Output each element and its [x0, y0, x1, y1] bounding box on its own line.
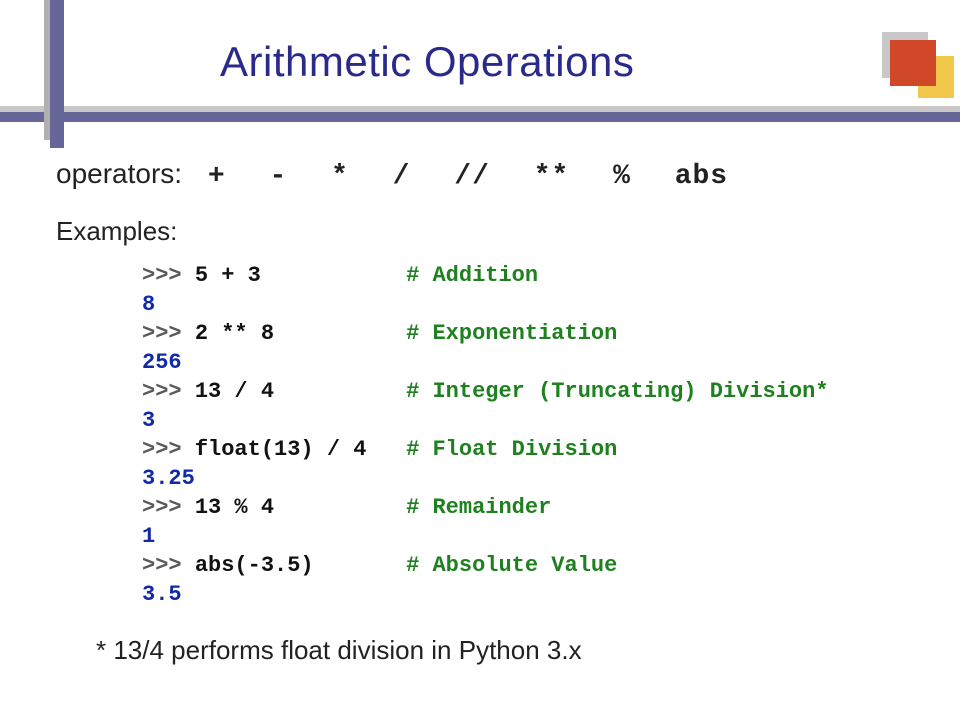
prompt: >>> [142, 437, 195, 462]
result: 3 [142, 408, 155, 433]
examples-label: Examples: [56, 216, 940, 247]
slide-title: Arithmetic Operations [220, 38, 634, 86]
code-line: 1 [142, 522, 940, 551]
expression: 13 / 4 [195, 379, 274, 404]
comment: # Remainder [406, 495, 551, 520]
code-line: 8 [142, 290, 940, 319]
result: 1 [142, 524, 155, 549]
expression: float(13) / 4 [195, 437, 367, 462]
comment: # Addition [406, 263, 538, 288]
code-line: 3.25 [142, 464, 940, 493]
result: 3.25 [142, 466, 195, 491]
slide-content: operators: + - * / // ** % abs Examples:… [56, 158, 940, 666]
operators-label: operators: [56, 158, 182, 189]
comment: # Float Division [406, 437, 617, 462]
operators-list: + - * / // ** % abs [208, 161, 728, 192]
prompt: >>> [142, 379, 195, 404]
expression: 2 ** 8 [195, 321, 274, 346]
footnote: * 13/4 performs float division in Python… [96, 635, 940, 666]
hrule [0, 112, 960, 122]
comment: # Absolute Value [406, 553, 617, 578]
code-line: >>> 5 + 3 # Addition [142, 261, 940, 290]
comment: # Integer (Truncating) Division* [406, 379, 828, 404]
expression: abs(-3.5) [195, 553, 314, 578]
code-line: >>> abs(-3.5) # Absolute Value [142, 551, 940, 580]
code-block: >>> 5 + 3 # Addition8>>> 2 ** 8 # Expone… [142, 261, 940, 609]
code-line: >>> float(13) / 4 # Float Division [142, 435, 940, 464]
code-line: >>> 13 % 4 # Remainder [142, 493, 940, 522]
corner-square-red [890, 40, 936, 86]
result: 3.5 [142, 582, 182, 607]
code-line: 3 [142, 406, 940, 435]
result: 256 [142, 350, 182, 375]
expression: 5 + 3 [195, 263, 261, 288]
vbar [50, 0, 64, 148]
code-line: >>> 2 ** 8 # Exponentiation [142, 319, 940, 348]
operators-line: operators: + - * / // ** % abs [56, 158, 940, 192]
code-line: 256 [142, 348, 940, 377]
comment: # Exponentiation [406, 321, 617, 346]
result: 8 [142, 292, 155, 317]
code-line: 3.5 [142, 580, 940, 609]
slide: Arithmetic Operations operators: + - * /… [0, 0, 960, 720]
prompt: >>> [142, 263, 195, 288]
prompt: >>> [142, 553, 195, 578]
prompt: >>> [142, 495, 195, 520]
expression: 13 % 4 [195, 495, 274, 520]
code-line: >>> 13 / 4 # Integer (Truncating) Divisi… [142, 377, 940, 406]
prompt: >>> [142, 321, 195, 346]
